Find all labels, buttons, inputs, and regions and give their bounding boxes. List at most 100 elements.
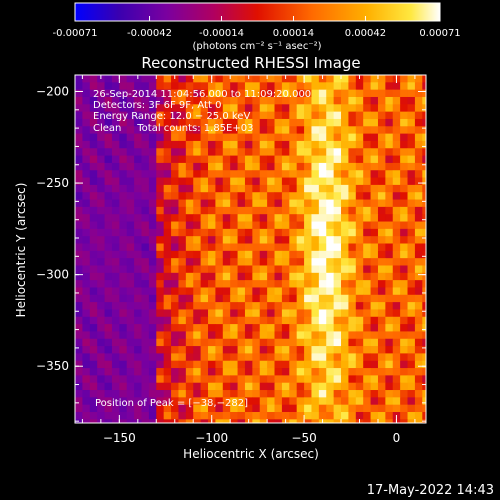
heatmap-cell [348,104,357,113]
heatmap-cell [355,375,364,384]
heatmap-cell [289,353,298,362]
heatmap-cell [200,104,209,113]
heatmap-cell [348,375,357,384]
heatmap-cell [104,140,113,149]
heatmap-cell [156,140,165,149]
heatmap-cell [185,155,194,164]
heatmap-cell [237,338,246,347]
heatmap-cell [171,177,179,186]
heatmap-cell [252,170,261,178]
heatmap-cell [200,272,209,281]
heatmap-cell [237,140,246,149]
heatmap-cell [318,243,327,252]
info-detectors: Detectors: 3F 6F 9F, Att 0 [93,100,221,111]
heatmap-cell [193,184,202,193]
heatmap-cell [148,390,157,398]
heatmap-cell [111,243,120,252]
heatmap-cell [318,338,327,347]
heatmap-cell [341,412,349,420]
heatmap-cell [326,177,335,186]
heatmap-cell [97,258,105,266]
heatmap-cell [341,199,349,208]
heatmap-cell [104,404,113,413]
heatmap-cell [82,104,91,113]
heatmap-cell [75,228,83,237]
heatmap-cell [237,82,246,91]
heatmap-cell [178,214,187,222]
heatmap-cell [208,104,216,113]
heatmap-cell [193,170,202,178]
heatmap-cell [244,184,253,193]
heatmap-cell [134,287,142,296]
heatmap-cell [171,390,179,398]
heatmap-cell [370,353,379,362]
heatmap-cell [148,360,157,369]
info-clean: Clean Total counts: 1.85E+03 [93,123,253,134]
heatmap-cell [230,96,238,105]
heatmap-cell [200,412,209,420]
heatmap-cell [215,265,224,274]
heatmap-cell [178,104,187,113]
heatmap-cell [111,221,120,230]
heatmap-cell [252,206,261,215]
heatmap-cell [89,375,98,384]
heatmap-cell [333,199,342,208]
heatmap-cell [377,206,386,215]
heatmap-cell [193,206,202,215]
heatmap-cell [75,118,83,127]
heatmap-cell [75,404,83,413]
heatmap-cell [141,75,150,83]
heatmap-cell [82,133,91,142]
heatmap-cell [341,206,349,215]
colorbar-unit-label: (photons cm⁻² s⁻¹ asec⁻²) [192,41,321,52]
heatmap-cell [296,272,305,281]
heatmap-cell [185,331,194,340]
heatmap-cell [311,338,320,347]
heatmap-cell [392,89,401,98]
heatmap-cell [370,140,379,149]
heatmap-cell [89,148,98,156]
heatmap-cell [377,412,386,420]
heatmap-cell [163,140,172,149]
heatmap-cell [208,118,216,127]
heatmap-cell [348,280,357,288]
heatmap-cell [296,265,305,274]
heatmap-cell [163,228,172,237]
heatmap-cell [274,118,283,127]
heatmap-cell [208,243,216,252]
heatmap-cell [178,258,187,266]
y-tick-label: −250 [36,176,69,190]
heatmap-cell [119,302,128,310]
heatmap-cell [244,221,253,230]
heatmap-cell [281,206,290,215]
heatmap-cell [163,177,172,186]
heatmap-cell [82,118,91,127]
heatmap-cell [311,206,320,215]
heatmap-cell [422,360,426,369]
heatmap-cell [89,75,98,83]
heatmap-cell [267,331,275,340]
heatmap-cell [341,228,349,237]
heatmap-cell [370,368,379,376]
heatmap-cell [326,353,335,362]
heatmap-cell [414,206,423,215]
heatmap-cell [318,206,327,215]
heatmap-cell [193,118,202,127]
heatmap-cell [163,353,172,362]
heatmap-cell [75,375,83,384]
heatmap-cell [244,155,253,164]
heatmap-cell [237,221,246,230]
heatmap-cell [111,89,120,98]
heatmap-cell [259,294,268,303]
heatmap-cell [171,324,179,332]
heatmap-cell [200,316,209,325]
heatmap-cell [281,294,290,303]
heatmap-cell [252,404,261,413]
heatmap-cell [414,96,423,105]
heatmap-cell [230,214,238,222]
heatmap-cell [400,324,408,332]
heatmap-cell [89,280,98,288]
heatmap-cell [215,214,224,222]
heatmap-cell [422,287,426,296]
heatmap-cell [370,118,379,127]
